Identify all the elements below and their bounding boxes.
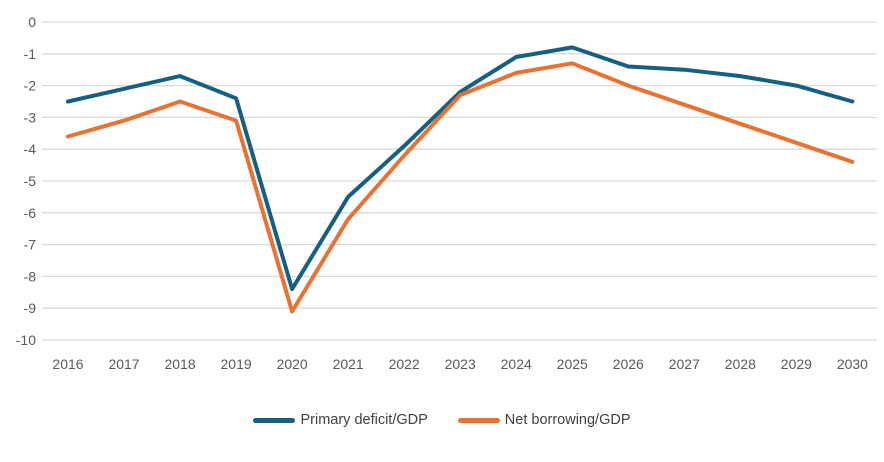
series-line-primary-deficit-gdp <box>66 45 855 292</box>
x-tick-label: 2025 <box>557 356 588 372</box>
y-tick-label: -10 <box>16 332 36 348</box>
x-tick-label: 2027 <box>669 356 700 372</box>
y-tick-label: -3 <box>24 109 37 125</box>
y-tick-label: -1 <box>24 46 37 62</box>
y-tick-label: -6 <box>24 205 37 221</box>
x-tick-label: 2023 <box>445 356 476 372</box>
y-tick-label: -5 <box>24 173 37 189</box>
y-tick-label: 0 <box>28 14 36 30</box>
x-tick-label: 2018 <box>164 356 195 372</box>
x-tick-label: 2020 <box>277 356 308 372</box>
x-tick-label: 2022 <box>389 356 420 372</box>
legend-swatch-primary-deficit-icon <box>253 417 296 423</box>
series-line-net-borrowing-gdp <box>66 61 855 314</box>
legend: Primary deficit/GDP Net borrowing/GDP <box>0 412 884 428</box>
x-tick-label: 2029 <box>781 356 812 372</box>
x-tick-label: 2024 <box>501 356 532 372</box>
legend-label-net-borrowing: Net borrowing/GDP <box>504 412 631 428</box>
x-tick-label: 2026 <box>613 356 644 372</box>
x-tick-label: 2021 <box>333 356 364 372</box>
y-tick-label: -4 <box>24 141 37 157</box>
y-tick-label: -7 <box>24 237 37 253</box>
y-tick-label: -9 <box>24 300 37 316</box>
x-tick-label: 2028 <box>725 356 756 372</box>
legend-swatch-net-borrowing-icon <box>457 417 500 423</box>
x-tick-label: 2017 <box>108 356 139 372</box>
y-tick-label: -8 <box>24 268 37 284</box>
y-tick-label: -2 <box>24 78 37 94</box>
legend-item-net-borrowing: Net borrowing/GDP <box>457 412 631 428</box>
x-tick-label: 2016 <box>52 356 83 372</box>
x-tick-label: 2030 <box>837 356 868 372</box>
legend-label-primary-deficit: Primary deficit/GDP <box>300 412 428 428</box>
legend-item-primary-deficit: Primary deficit/GDP <box>253 412 428 428</box>
plot-area: 0 -1 -2 -3 -4 -5 -6 -7 -8 -9 -10 2016 2017 2018 2019 20… <box>16 14 877 372</box>
x-tick-label: 2019 <box>221 356 252 372</box>
